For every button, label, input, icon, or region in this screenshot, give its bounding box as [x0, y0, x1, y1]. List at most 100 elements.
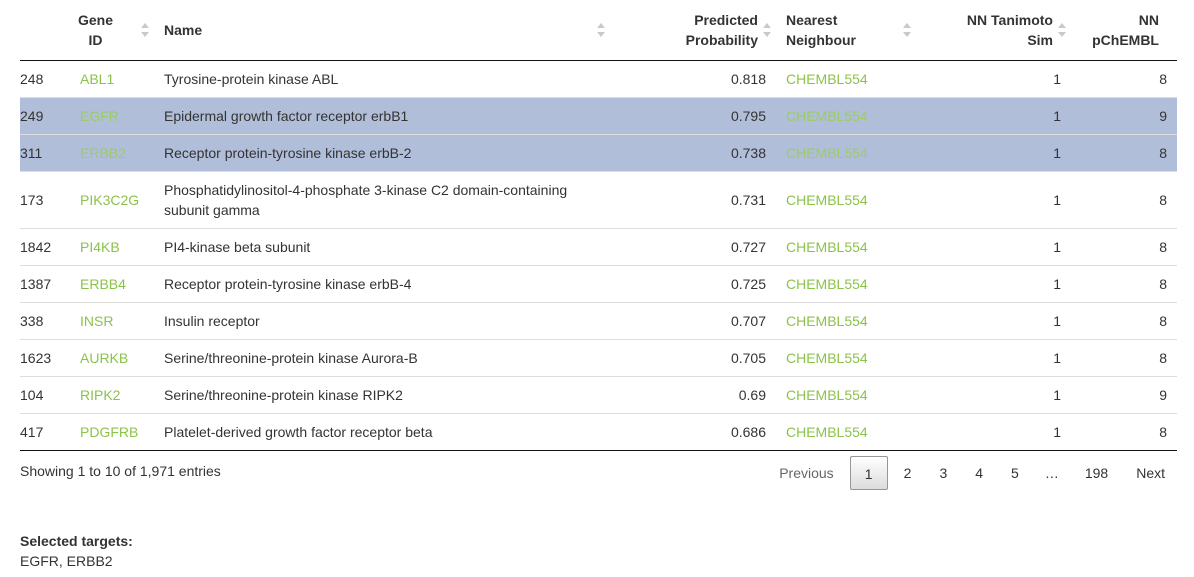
sort-icon	[762, 22, 772, 38]
table-row[interactable]: 1387 ERBB4 Receptor protein-tyrosine kin…	[20, 265, 1177, 303]
cell-gene-id: EGFR	[70, 97, 154, 135]
cell-gene-id: PIK3C2G	[70, 171, 154, 229]
results-table-container: Gene ID Name Predicted Probability	[20, 0, 1177, 451]
pagination-ellipsis: …	[1044, 464, 1059, 481]
column-header-nn-pchembl[interactable]: NN pChEMBL	[1071, 0, 1177, 61]
cell-gene-id: PI4KB	[70, 228, 154, 266]
page-button-2[interactable]: 2	[903, 464, 912, 481]
table-header-row: Gene ID Name Predicted Probability	[20, 0, 1177, 61]
table-row[interactable]: 173 PIK3C2G Phosphatidylinositol-4-phosp…	[20, 171, 1177, 229]
selected-targets: Selected targets: EGFR, ERBB2	[20, 531, 133, 571]
nearest-neighbour-link[interactable]: CHEMBL554	[786, 145, 868, 161]
cell-index: 338	[20, 302, 70, 340]
cell-nearest-neighbour: CHEMBL554	[776, 171, 916, 229]
gene-id-link[interactable]: PIK3C2G	[80, 192, 140, 208]
column-header-predicted-probability[interactable]: Predicted Probability	[610, 0, 776, 61]
page-button-1[interactable]: 1	[849, 455, 888, 490]
cell-nearest-neighbour: CHEMBL554	[776, 97, 916, 135]
sort-icon	[902, 22, 912, 38]
sort-icon	[596, 22, 606, 38]
cell-predicted-probability: 0.69	[610, 376, 776, 414]
cell-gene-id: RIPK2	[70, 376, 154, 414]
cell-nn-tanimoto-sim: 1	[916, 97, 1071, 135]
cell-gene-id: ABL1	[70, 61, 154, 98]
cell-nearest-neighbour: CHEMBL554	[776, 413, 916, 451]
cell-index: 248	[20, 71, 44, 87]
next-page-button[interactable]: Next	[1136, 464, 1165, 481]
cell-name: PI4-kinase beta subunit	[154, 228, 610, 266]
gene-id-link[interactable]: ERBB4	[80, 276, 126, 292]
cell-gene-id: AURKB	[70, 339, 154, 377]
cell-predicted-probability: 0.725	[610, 265, 776, 303]
cell-predicted-probability: 0.818	[730, 71, 766, 87]
cell-name: Receptor protein-tyrosine kinase erbB-2	[154, 134, 610, 172]
cell-nn-tanimoto-sim: 1	[916, 228, 1071, 266]
sort-icon	[1057, 22, 1067, 38]
gene-id-link[interactable]: ERBB2	[80, 145, 126, 161]
nearest-neighbour-link[interactable]: CHEMBL554	[786, 71, 868, 87]
column-header-nn-tanimoto-sim[interactable]: NN Tanimoto Sim	[916, 0, 1071, 61]
nearest-neighbour-link[interactable]: CHEMBL554	[786, 424, 868, 440]
cell-nearest-neighbour: CHEMBL554	[776, 61, 916, 98]
cell-name: Insulin receptor	[154, 302, 610, 340]
gene-id-link[interactable]: RIPK2	[80, 387, 121, 403]
cell-gene-id: ERBB2	[70, 134, 154, 172]
cell-name: Epidermal growth factor receptor erbB1	[154, 97, 610, 135]
pagination: Previous 1 2 3 4 5 … 198 Next	[763, 455, 1177, 490]
gene-id-link[interactable]: PI4KB	[80, 239, 120, 255]
column-header-index[interactable]	[20, 0, 70, 61]
column-header-nearest-neighbour[interactable]: Nearest Neighbour	[776, 0, 916, 61]
page-button-4[interactable]: 4	[975, 464, 984, 481]
nearest-neighbour-link[interactable]: CHEMBL554	[786, 276, 868, 292]
table-row[interactable]: 104 RIPK2 Serine/threonine-protein kinas…	[20, 376, 1177, 414]
cell-name: Serine/threonine-protein kinase RIPK2	[154, 376, 610, 414]
nearest-neighbour-link[interactable]: CHEMBL554	[786, 239, 868, 255]
cell-nearest-neighbour: CHEMBL554	[776, 265, 916, 303]
gene-id-link[interactable]: INSR	[80, 313, 114, 329]
column-header-name[interactable]: Name	[154, 0, 610, 61]
nearest-neighbour-link[interactable]: CHEMBL554	[786, 192, 868, 208]
table-row[interactable]: 1623 AURKB Serine/threonine-protein kina…	[20, 339, 1177, 377]
page-button-5[interactable]: 5	[1011, 464, 1019, 481]
cell-nearest-neighbour: CHEMBL554	[776, 376, 916, 414]
gene-id-link[interactable]: EGFR	[80, 108, 119, 124]
table-row[interactable]: 338 INSR Insulin receptor 0.707 CHEMBL55…	[20, 302, 1177, 340]
table-row[interactable]: 248 ABL1 Tyrosine-protein kinase ABL 0.8…	[20, 61, 1177, 98]
gene-id-link[interactable]: AURKB	[80, 350, 129, 366]
cell-nearest-neighbour: CHEMBL554	[776, 302, 916, 340]
page-button-198[interactable]: 198	[1084, 464, 1109, 481]
cell-index: 104	[20, 376, 70, 414]
table-row[interactable]: 1842 PI4KB PI4-kinase beta subunit 0.727…	[20, 228, 1177, 266]
cell-gene-id: ERBB4	[70, 265, 154, 303]
nearest-neighbour-link[interactable]: CHEMBL554	[786, 313, 868, 329]
cell-index: 1842	[20, 228, 70, 266]
cell-nn-pchembl: 8	[1071, 413, 1177, 451]
cell-nn-tanimoto-sim: 1	[1053, 71, 1061, 87]
cell-predicted-probability: 0.705	[610, 339, 776, 377]
gene-id-link[interactable]: PDGFRB	[80, 424, 139, 440]
column-header-gene-id[interactable]: Gene ID	[70, 0, 154, 61]
table-row[interactable]: 311 ERBB2 Receptor protein-tyrosine kina…	[20, 134, 1177, 172]
table-info: Showing 1 to 10 of 1,971 entries	[20, 463, 221, 479]
table-row[interactable]: 249 EGFR Epidermal growth factor recepto…	[20, 97, 1177, 135]
nearest-neighbour-link[interactable]: CHEMBL554	[786, 387, 868, 403]
gene-id-link[interactable]: ABL1	[80, 71, 115, 87]
nearest-neighbour-link[interactable]: CHEMBL554	[786, 108, 868, 124]
cell-index: 249	[20, 97, 70, 135]
cell-nn-pchembl: 8	[1071, 302, 1177, 340]
cell-nn-pchembl: 8	[1071, 339, 1177, 377]
table-row[interactable]: 417 PDGFRB Platelet-derived growth facto…	[20, 413, 1177, 451]
selected-targets-title: Selected targets:	[20, 533, 133, 549]
cell-nearest-neighbour: CHEMBL554	[776, 339, 916, 377]
previous-page-button[interactable]: Previous	[779, 464, 834, 481]
cell-name: Phosphatidylinositol-4-phosphate 3-kinas…	[154, 171, 610, 229]
cell-nearest-neighbour: CHEMBL554	[776, 134, 916, 172]
cell-nearest-neighbour: CHEMBL554	[776, 228, 916, 266]
cell-index: 1623	[20, 339, 70, 377]
nearest-neighbour-link[interactable]: CHEMBL554	[786, 350, 868, 366]
cell-name: Receptor protein-tyrosine kinase erbB-4	[154, 265, 610, 303]
results-table: Gene ID Name Predicted Probability	[20, 0, 1177, 451]
page-button-3[interactable]: 3	[939, 464, 948, 481]
selected-targets-value: EGFR, ERBB2	[20, 553, 113, 569]
cell-gene-id: PDGFRB	[70, 413, 154, 451]
